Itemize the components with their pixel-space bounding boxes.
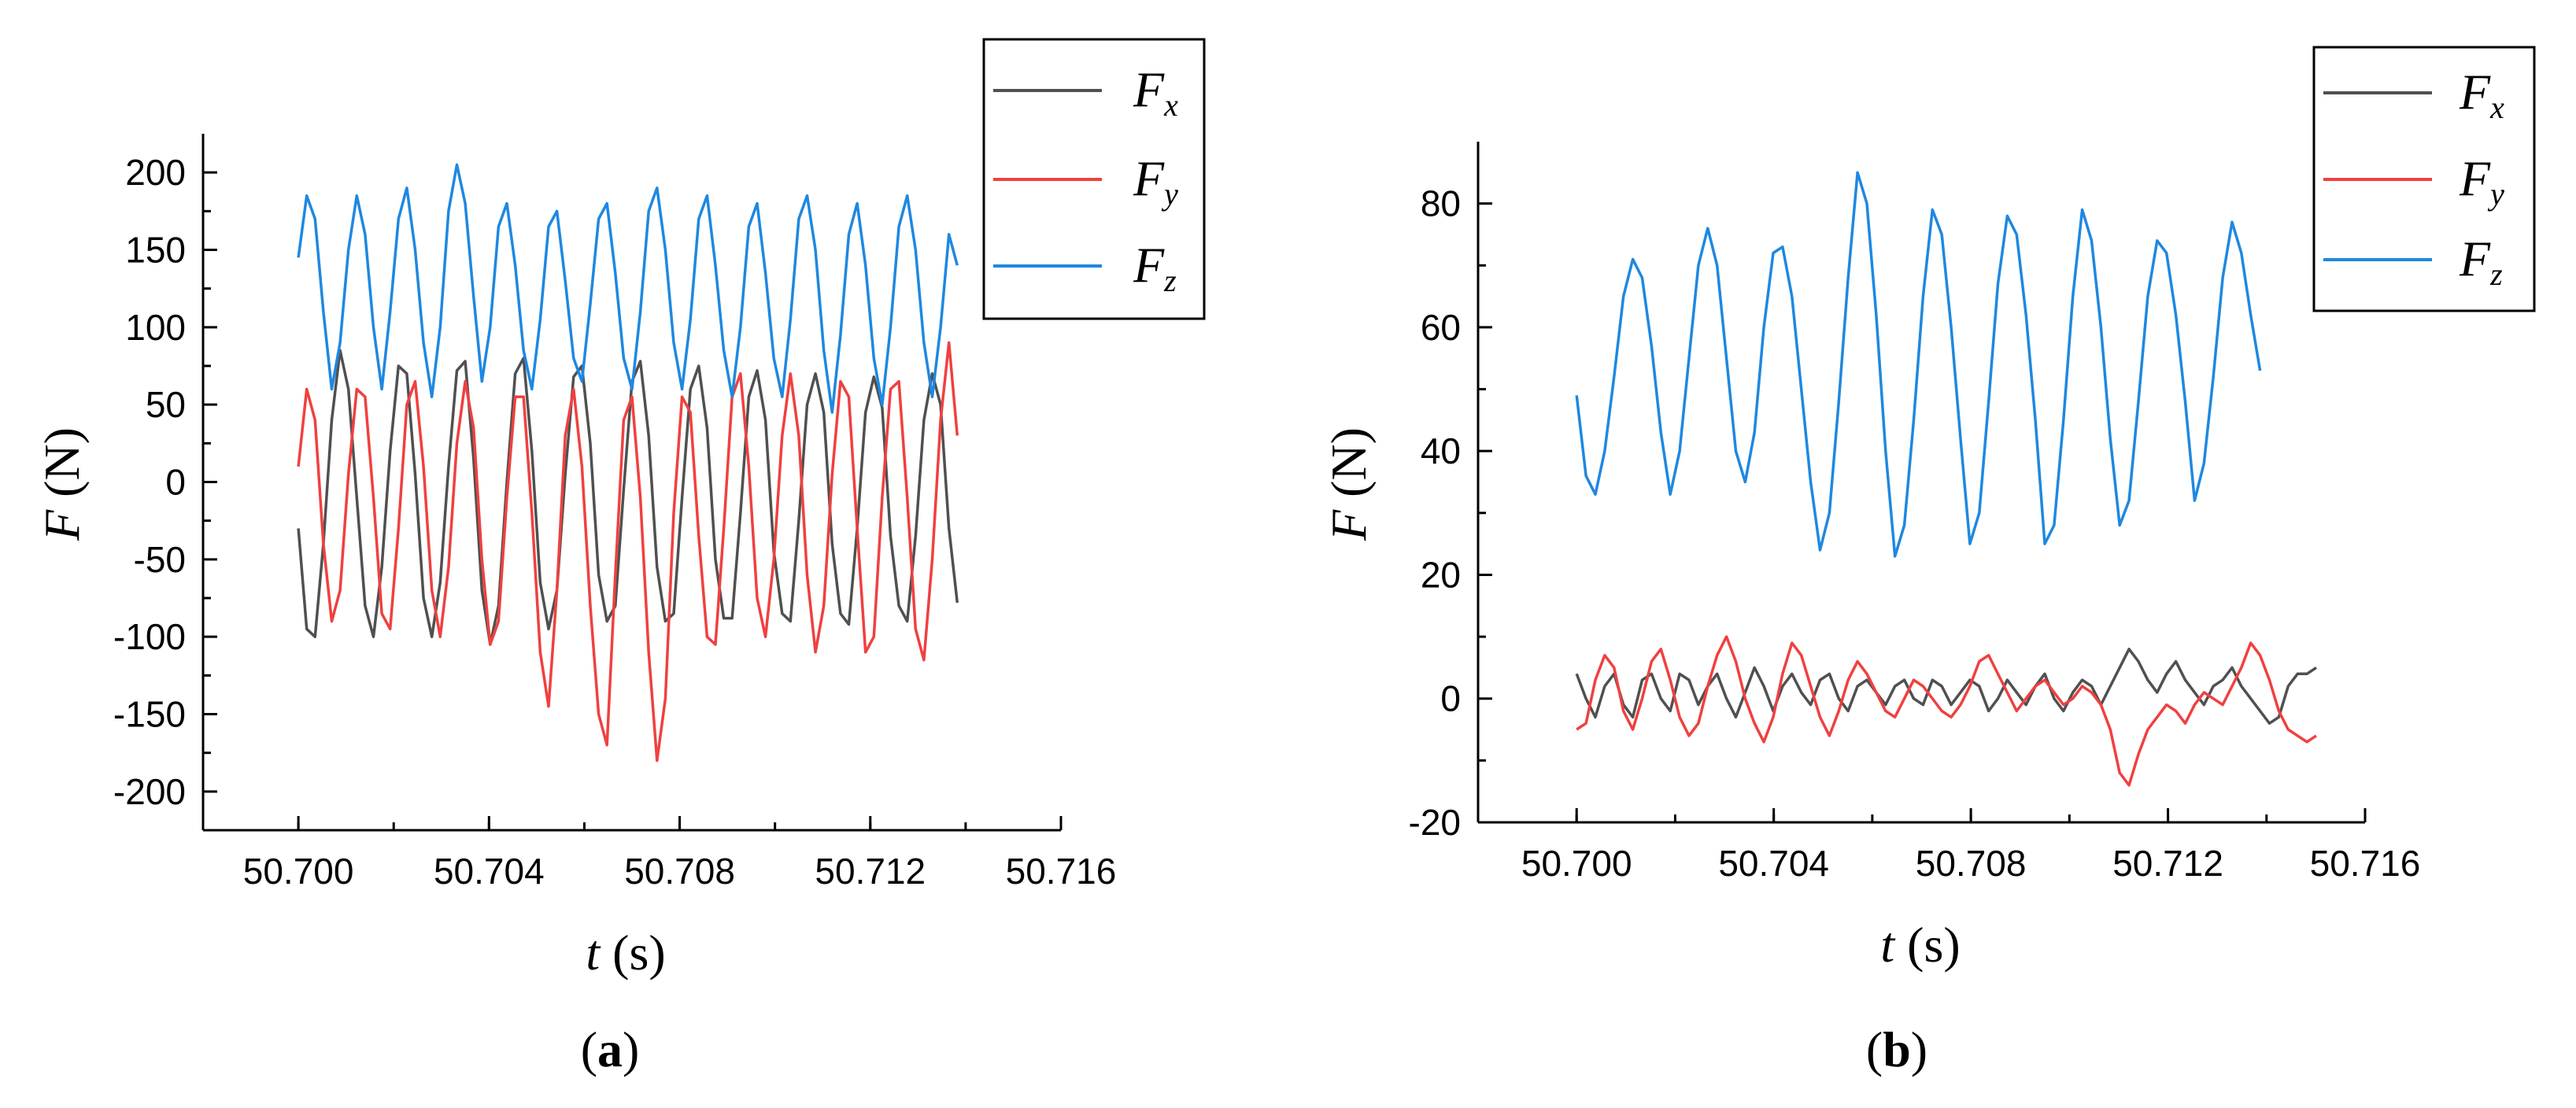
legend-entry-b-fy: Fy — [2323, 150, 2504, 212]
y-tick-label-a-7: -150 — [113, 694, 186, 735]
y-ticks-a: 200 150 100 50 0 -50 -100 -150 -200 — [113, 152, 217, 812]
y-tick-label-a-1: 150 — [125, 230, 186, 271]
series-line-a-fy — [297, 341, 959, 763]
y-tick-label-b-3: 20 — [1421, 554, 1461, 595]
legend-entry-a-fx: Fx — [993, 61, 1178, 123]
x-tick-label-a-1: 50.704 — [434, 851, 545, 892]
series-line-a-fz — [297, 163, 959, 414]
series-line-b-fz — [1575, 171, 2262, 558]
y-ticks-b: 80 60 40 20 0 -20 — [1409, 183, 1492, 843]
plot-area-b — [1575, 171, 2317, 787]
x-tick-label-b-3: 50.712 — [2112, 843, 2223, 884]
y-tick-label-a-5: -50 — [134, 539, 186, 580]
y-tick-label-b-4: 0 — [1440, 678, 1461, 719]
x-tick-label-b-1: 50.704 — [1718, 843, 1829, 884]
x-tick-label-a-2: 50.708 — [624, 851, 735, 892]
y-tick-label-a-4: 0 — [165, 462, 186, 503]
legend-entry-a-fy: Fy — [993, 150, 1178, 212]
x-axis-title-a: t (s) — [586, 925, 665, 981]
x-tick-label-a-0: 50.700 — [243, 851, 354, 892]
legend-label-b-fz: Fz — [2459, 231, 2503, 292]
series-line-a-fx — [297, 349, 959, 646]
legend-entry-a-fz: Fz — [993, 237, 1177, 298]
y-tick-label-a-6: -100 — [113, 616, 186, 657]
y-tick-label-a-0: 200 — [125, 152, 186, 193]
legend-label-b-fx: Fx — [2459, 64, 2504, 125]
x-ticks-b: 50.700 50.704 50.708 50.712 50.716 — [1476, 808, 2421, 884]
legend-label-a-fx: Fx — [1133, 61, 1178, 123]
x-tick-label-b-4: 50.716 — [2310, 843, 2421, 884]
legend-entry-b-fz: Fz — [2323, 231, 2503, 292]
y-axis-title-b: F (N) — [1321, 427, 1377, 541]
y-axis-title-a: F (N) — [34, 427, 90, 541]
x-tick-label-a-3: 50.712 — [815, 851, 926, 892]
legend-label-a-fy: Fy — [1133, 150, 1178, 212]
series-line-b-fx — [1575, 648, 2317, 725]
x-tick-label-b-2: 50.708 — [1916, 843, 2027, 884]
legend-label-b-fy: Fy — [2459, 150, 2504, 212]
plot-area-a — [297, 163, 959, 763]
chart-panel-a: 200 150 100 50 0 -50 -100 -150 -200 50.700 50.704… — [34, 38, 1206, 1077]
x-tick-label-b-0: 50.700 — [1521, 843, 1632, 884]
legend-b: Fx Fy Fz — [2312, 46, 2536, 312]
y-tick-label-a-2: 100 — [125, 307, 186, 348]
y-tick-label-b-2: 40 — [1421, 430, 1461, 471]
panel-label-a: (a) — [581, 1021, 640, 1077]
y-tick-label-b-1: 60 — [1421, 307, 1461, 348]
legend-entry-b-fx: Fx — [2323, 64, 2504, 125]
series-line-b-fy — [1576, 635, 2317, 787]
y-tick-label-a-8: -200 — [113, 771, 186, 812]
legend-a: Fx Fy Fz — [982, 38, 1206, 320]
x-tick-label-a-4: 50.716 — [1006, 851, 1117, 892]
y-tick-label-b-0: 80 — [1421, 183, 1461, 224]
panel-label-b: (b) — [1866, 1021, 1927, 1077]
y-tick-label-b-5: -20 — [1409, 802, 1461, 843]
x-ticks-a: 50.700 50.704 50.708 50.712 50.716 — [201, 816, 1117, 892]
legend-label-a-fz: Fz — [1133, 237, 1177, 298]
y-tick-label-a-3: 50 — [146, 384, 186, 425]
x-axis-title-b: t (s) — [1880, 917, 1960, 973]
